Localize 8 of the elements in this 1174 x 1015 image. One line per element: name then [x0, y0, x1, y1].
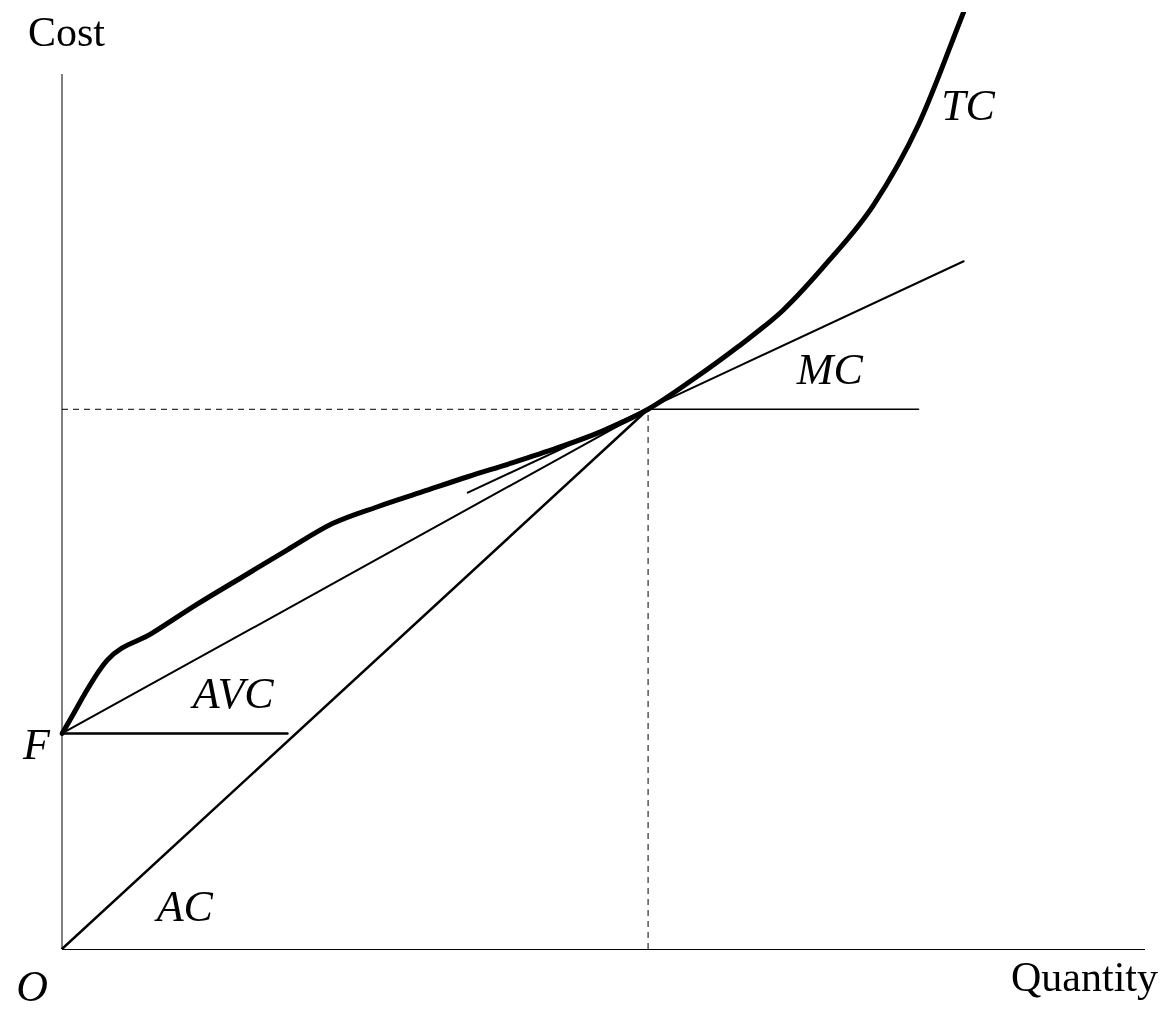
series-label: AC	[153, 881, 214, 931]
series-label: TC	[941, 80, 996, 130]
y-axis-title: Cost	[28, 9, 106, 56]
text: F	[22, 720, 52, 770]
text: O	[16, 961, 48, 1011]
series-label: AVC	[189, 669, 275, 719]
x-axis-title: Quantity	[1011, 954, 1158, 1001]
series-label: MC	[795, 344, 864, 394]
